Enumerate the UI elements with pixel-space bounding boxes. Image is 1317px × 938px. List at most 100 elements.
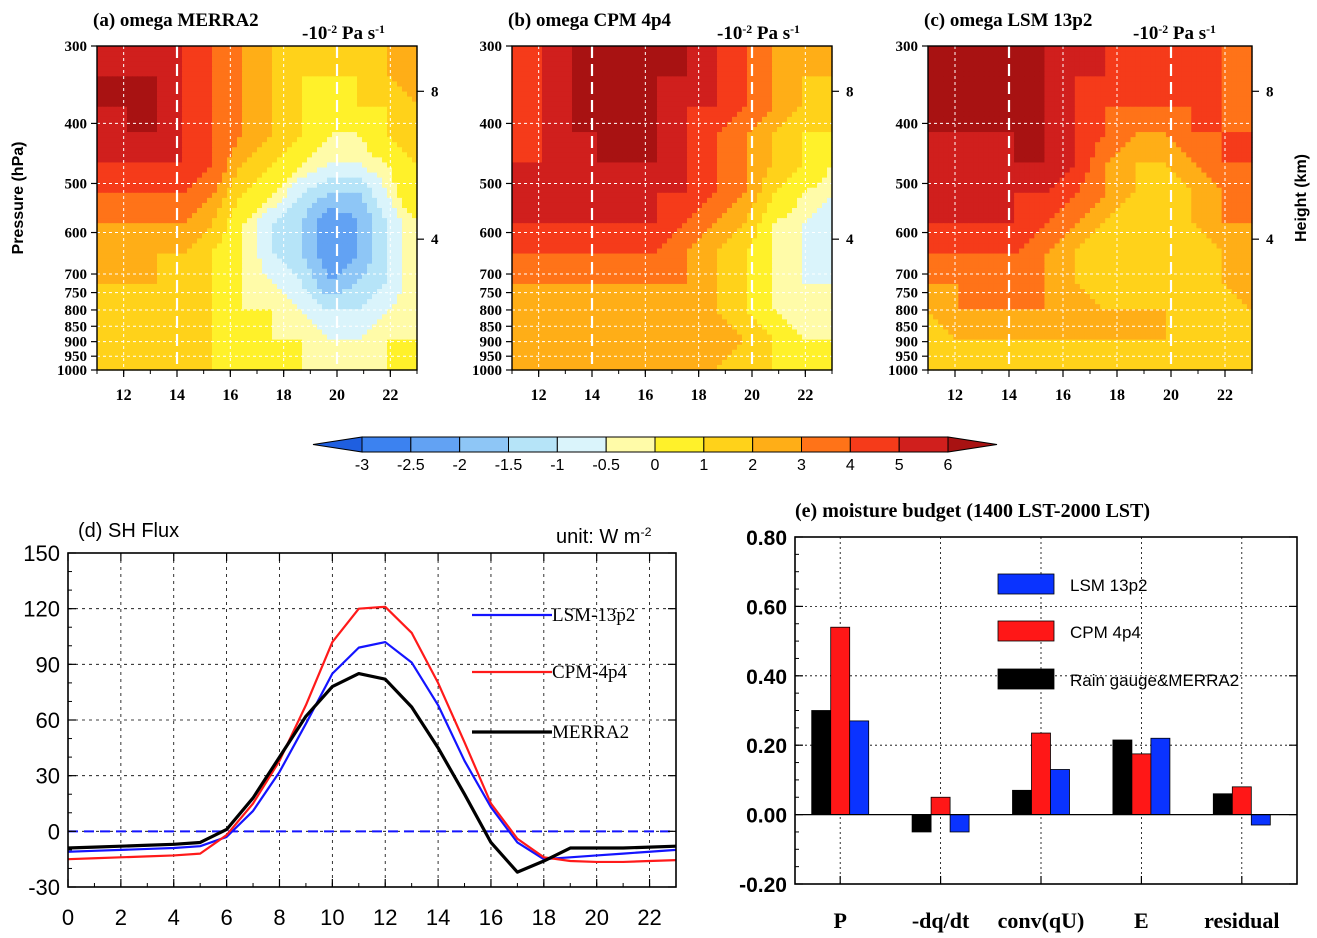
contour-cell: [392, 238, 398, 245]
contour-cell: [227, 349, 233, 356]
contour-cell: [322, 278, 328, 285]
contour-cell: [182, 349, 188, 356]
contour-cell: [187, 197, 193, 204]
contour-cell: [397, 152, 403, 158]
contour-cell: [187, 314, 193, 320]
contour-cell: [192, 223, 198, 229]
contour-cell: [257, 354, 263, 361]
contour-cell: [102, 197, 108, 204]
contour-cell: [307, 106, 313, 113]
contour-cell: [397, 364, 403, 371]
contour-cell: [132, 96, 138, 103]
contour-cell: [337, 116, 343, 123]
contour-cell: [212, 364, 218, 371]
contour-cell: [102, 157, 108, 164]
contour-cell: [342, 289, 348, 295]
contour-cell: [257, 121, 263, 128]
contour-cell: [342, 121, 348, 128]
contour-cell: [237, 116, 243, 123]
contour-cell: [247, 218, 253, 224]
contour-cell: [357, 324, 363, 331]
contour-cell: [402, 329, 408, 336]
contour-cell: [177, 218, 183, 224]
contour-cell: [172, 228, 178, 234]
contour-cell: [812, 86, 818, 93]
contour-cell: [407, 111, 413, 118]
contour-cell: [352, 278, 358, 285]
contour-cell: [322, 172, 328, 179]
contour-cell: [807, 66, 813, 72]
contour-cell: [657, 51, 663, 57]
contour-cell: [192, 182, 198, 189]
contour-cell: [377, 304, 383, 310]
contour-cell: [142, 243, 148, 250]
contour-cell: [547, 101, 553, 108]
contour-cell: [312, 121, 318, 128]
contour-cell: [157, 157, 163, 164]
contour-cell: [97, 127, 103, 133]
contour-cell: [392, 278, 398, 285]
contour-cell: [277, 96, 283, 103]
contour-cell: [227, 263, 233, 270]
contour-cell: [537, 66, 543, 72]
contour-cell: [352, 147, 358, 153]
contour-cell: [227, 61, 233, 67]
contour-cell: [117, 359, 123, 366]
contour-cell: [407, 106, 413, 113]
contour-cell: [357, 192, 363, 199]
contour-cell: [212, 309, 218, 315]
contour-cell: [217, 177, 223, 184]
contour-cell: [687, 106, 693, 113]
contour-cell: [782, 86, 788, 93]
contour-cell: [242, 81, 248, 88]
contour-cell: [412, 132, 418, 138]
contour-cell: [132, 46, 138, 52]
contour-cell: [147, 238, 153, 245]
contour-cell: [292, 294, 298, 300]
contour-cell: [352, 283, 358, 290]
contour-cell: [162, 213, 168, 219]
contour-cell: [107, 91, 113, 98]
contour-cell: [107, 268, 113, 275]
contour-cell: [317, 111, 323, 118]
contour-cell: [167, 208, 173, 214]
contour-cell: [357, 152, 363, 158]
contour-cell: [657, 101, 663, 108]
contour-cell: [122, 334, 128, 341]
contour-cell: [192, 101, 198, 108]
contour-cell: [402, 167, 408, 174]
contour-cell: [667, 51, 673, 57]
contour-cell: [117, 111, 123, 118]
contour-cell: [237, 278, 243, 285]
contour-cell: [392, 359, 398, 366]
contour-cell: [137, 364, 143, 371]
contour-cell: [322, 324, 328, 331]
contour-cell: [167, 329, 173, 336]
contour-cell: [292, 177, 298, 184]
contour-cell: [332, 192, 338, 199]
contour-cell: [127, 299, 133, 305]
contour-cell: [272, 121, 278, 128]
contour-cell: [262, 132, 268, 138]
contour-cell: [582, 86, 588, 93]
contour-cell: [407, 132, 413, 138]
contour-cell: [342, 283, 348, 290]
contour-cell: [332, 258, 338, 265]
contour-cell: [167, 152, 173, 158]
contour-cell: [322, 147, 328, 153]
contour-cell: [697, 66, 703, 72]
contour-cell: [232, 111, 238, 118]
contour-cell: [187, 213, 193, 219]
contour-cell: [302, 142, 308, 148]
contour-cell: [147, 324, 153, 331]
contour-cell: [117, 238, 123, 245]
contour-cell: [597, 66, 603, 72]
contour-cell: [312, 101, 318, 108]
contour-cell: [372, 294, 378, 300]
contour-cell: [727, 76, 733, 83]
contour-cell: [297, 127, 303, 133]
contour-cell: [162, 258, 168, 265]
contour-cell: [142, 233, 148, 239]
contour-cell: [322, 289, 328, 295]
contour-cell: [157, 349, 163, 356]
